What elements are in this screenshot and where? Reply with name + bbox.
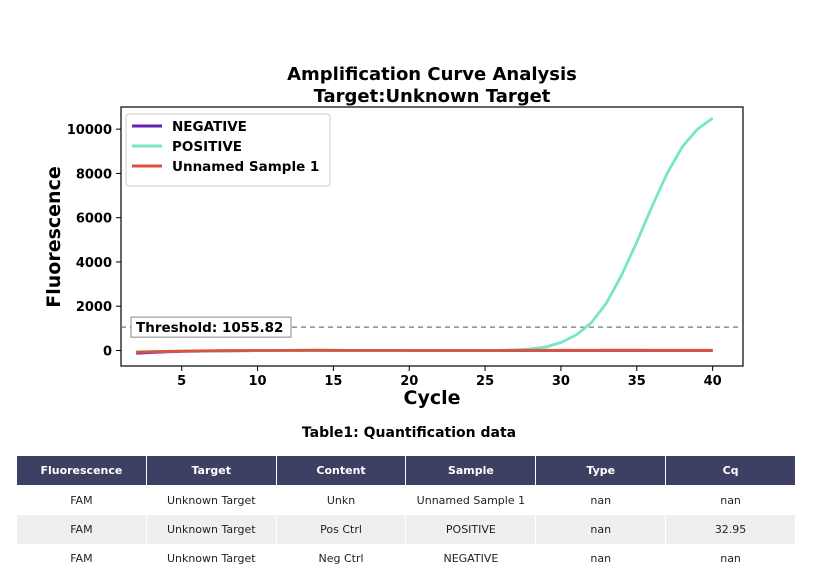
series-line [136, 348, 713, 354]
table-cell: nan [665, 544, 796, 573]
table-cell: FAM [16, 515, 147, 544]
legend-label: POSITIVE [172, 139, 242, 155]
x-tick-label: 35 [628, 374, 646, 389]
table-cell: Unknown Target [145, 544, 277, 573]
table-row: FAM Unknown Target Pos Ctrl POSITIVE nan… [16, 515, 796, 544]
y-tick-label: 6000 [76, 212, 112, 227]
x-tick-label: 30 [552, 374, 570, 389]
table-cell: Unnamed Sample 1 [405, 485, 537, 515]
plot-frame [120, 106, 744, 367]
table-cell: Pos Ctrl [275, 515, 407, 544]
table-cell: 32.95 [665, 515, 796, 544]
table-cell: nan [665, 485, 796, 515]
threshold-label: Threshold: 1055.82 [136, 320, 283, 336]
x-tick-label: 15 [324, 374, 342, 389]
table-cell: POSITIVE [405, 515, 537, 544]
column-header: Content [275, 455, 407, 486]
x-tick-label: 25 [476, 374, 494, 389]
y-tick-label: 2000 [76, 300, 112, 315]
legend-box [125, 113, 331, 187]
legend-label: NEGATIVE [172, 119, 247, 135]
column-header: Type [535, 455, 667, 486]
y-axis-label: Fluorescence [43, 166, 65, 307]
legend-label: Unnamed Sample 1 [172, 159, 319, 175]
x-axis-label: Cycle [404, 387, 461, 409]
chart-subtitle: Target:Unknown Target [314, 86, 551, 107]
amplification-chart: Amplification Curve Analysis Target:Unkn… [43, 64, 744, 409]
table-row: FAM Unknown Target Neg Ctrl NEGATIVE nan… [16, 544, 796, 573]
table-header-row: Fluorescence Target Content Sample Type … [16, 455, 796, 486]
table-cell: FAM [16, 485, 147, 515]
y-tick-label: 4000 [76, 256, 112, 271]
column-header: Fluorescence [16, 455, 147, 486]
column-header: Sample [405, 455, 537, 486]
y-tick-label: 10000 [67, 123, 112, 138]
table-cell: NEGATIVE [405, 544, 537, 573]
table-cell: nan [535, 515, 667, 544]
table-cell: nan [535, 544, 667, 573]
quantification-table: Fluorescence Target Content Sample Type … [16, 455, 796, 573]
x-tick-label: 5 [177, 374, 186, 389]
table-cell: nan [535, 485, 667, 515]
table-cell: Unknown Target [145, 485, 277, 515]
table-cell: FAM [16, 544, 147, 573]
y-tick-label: 8000 [76, 167, 112, 182]
x-tick-label: 10 [248, 374, 266, 389]
y-tick-label: 0 [103, 345, 112, 360]
column-header: Target [145, 455, 277, 486]
table-row: FAM Unknown Target Unkn Unnamed Sample 1… [16, 485, 796, 515]
chart-title: Amplification Curve Analysis [287, 64, 577, 85]
threshold-label-box [130, 316, 292, 338]
table-cell: Unkn [275, 485, 407, 515]
table-title: Table1: Quantification data [301, 425, 517, 441]
table-cell: Neg Ctrl [275, 544, 407, 573]
table-cell: Unknown Target [145, 515, 277, 544]
column-header: Cq [665, 455, 796, 486]
x-tick-label: 40 [704, 374, 722, 389]
x-tick-label: 20 [400, 374, 418, 389]
